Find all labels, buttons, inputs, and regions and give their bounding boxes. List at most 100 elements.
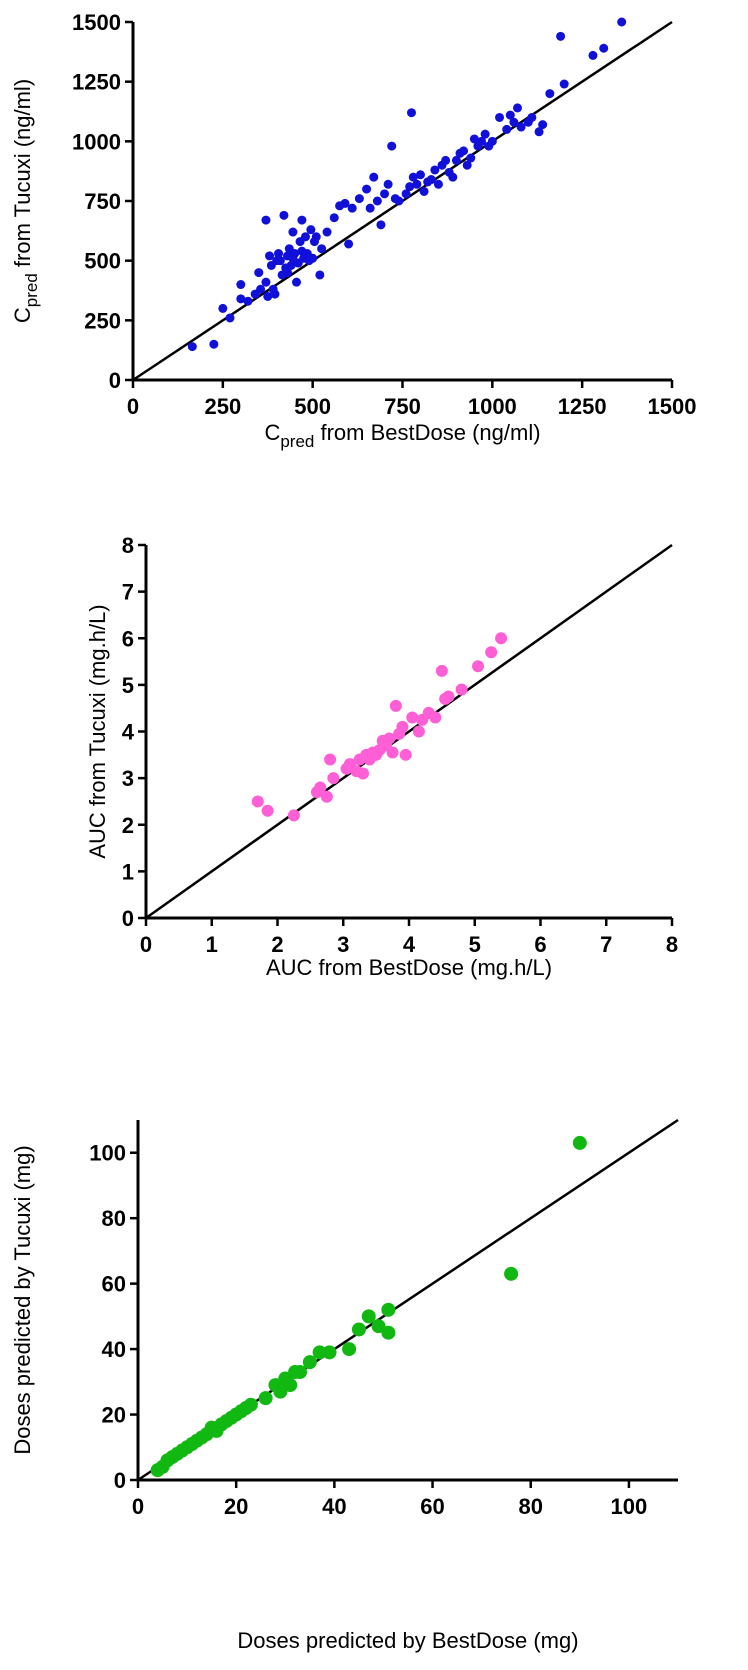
chart1-x-tick-label: 0 (127, 394, 139, 419)
chart1-point (261, 215, 271, 225)
chart2-point (389, 699, 402, 712)
chart1-point (426, 175, 436, 185)
chart2-y-tick-label: 5 (122, 673, 134, 698)
chart1-point (495, 112, 505, 122)
chart1-point (225, 313, 235, 323)
chart3-x-tick-label: 0 (132, 1494, 144, 1519)
chart3-x-axis-label: Doses predicted by BestDose (mg) (237, 1628, 578, 1653)
chart1-point (462, 160, 472, 170)
chart3-y-tick-label: 20 (102, 1403, 126, 1428)
chart2-x-axis-label: AUC from BestDose (mg.h/L) (266, 955, 552, 980)
chart1-point (311, 232, 321, 242)
chart1-point (236, 294, 246, 304)
chart3-point (293, 1365, 307, 1379)
chart1-point (617, 17, 627, 27)
chart2-point (455, 683, 468, 696)
chart1-point (469, 134, 479, 144)
chart2-point (429, 711, 442, 724)
chart2-point (327, 772, 340, 785)
chart1-point (509, 117, 519, 127)
chart1-x-axis-label: Cpred from BestDose (ng/ml) (264, 420, 540, 451)
chart3-x-tick-label: 100 (611, 1494, 648, 1519)
chart2-point (442, 690, 455, 703)
chart1-x-tick-label: 1000 (468, 394, 517, 419)
chart2-point (261, 804, 274, 817)
chart2-x-tick-label: 5 (469, 932, 481, 957)
chart3-x-tick-label: 20 (224, 1494, 248, 1519)
y-label-rest: from Tucuxi (ng/ml) (10, 79, 35, 273)
chart1-point (505, 110, 515, 120)
chart1-point (516, 122, 526, 132)
chart3-point (258, 1391, 273, 1406)
chart1-y-tick-label: 0 (109, 368, 121, 393)
chart1-point (254, 268, 264, 278)
chart1-point (459, 146, 469, 156)
x-label-subscript: pred (280, 432, 314, 451)
chart1-point (300, 232, 310, 242)
chart2-x-tick-label: 7 (600, 932, 612, 957)
chart3-point (302, 1355, 317, 1370)
chart2-point (406, 711, 419, 724)
chart1-point (274, 249, 284, 259)
chart1-x-tick-label: 750 (384, 394, 421, 419)
chart1-point (354, 194, 364, 204)
chart1-point (559, 79, 569, 89)
chart1-point (209, 339, 219, 349)
chart2-identity-line (145, 543, 673, 920)
chart3-point (361, 1309, 376, 1324)
chart1-y-axis-label: Cpred from Tucuxi (ng/ml) (10, 79, 41, 323)
chart3-point (381, 1302, 396, 1317)
chart1-point (441, 155, 451, 165)
chart2-point (324, 753, 337, 766)
chart1-x-tick-label: 250 (204, 394, 241, 419)
chart3-point (243, 1397, 258, 1412)
chart1-point (380, 189, 390, 199)
chart3-point (572, 1135, 587, 1150)
chart3-x-tick-label: 60 (420, 1494, 444, 1519)
chart1-point (502, 124, 512, 134)
chart1-point (415, 170, 425, 180)
chart2-point (386, 746, 399, 759)
chart1-point (275, 256, 285, 266)
y-label-main: C (10, 307, 35, 323)
chart1-point (270, 289, 280, 299)
chart1-point (451, 155, 461, 165)
chart1-point (419, 186, 429, 196)
chart1-point (534, 127, 544, 137)
chart2-x-tick-label: 4 (403, 932, 416, 957)
chart2-point (485, 646, 498, 659)
chart1-point (376, 220, 386, 230)
chart2-y-tick-label: 2 (122, 813, 134, 838)
chart1-point (322, 227, 332, 237)
x-label-main: C (264, 420, 280, 445)
chart1-point (308, 253, 318, 263)
chart1-y-tick-label: 1250 (72, 70, 121, 95)
chart2-x-tick-label: 1 (206, 932, 218, 957)
chart3-point (351, 1322, 366, 1337)
chart1-x-tick-label: 1500 (648, 394, 697, 419)
chart2-point (356, 767, 369, 780)
chart1-point (290, 249, 300, 259)
chart1-point (408, 172, 418, 182)
chart1-point (394, 196, 404, 206)
chart2-point (412, 725, 425, 738)
chart1-point (588, 50, 598, 60)
chart1-point (448, 172, 458, 182)
chart2-point (472, 660, 485, 673)
chart1-point (306, 225, 316, 235)
chart2-x-tick-label: 6 (534, 932, 546, 957)
chart1-y-tick-label: 1000 (72, 129, 121, 154)
chart2-point (320, 790, 333, 803)
chart1-point (288, 227, 298, 237)
chart1-point (347, 203, 357, 213)
chart3-point (322, 1345, 337, 1360)
chart3-point (342, 1342, 357, 1357)
chart1-point (383, 179, 393, 189)
chart1-y-tick-label: 750 (84, 189, 121, 214)
chart1-point (236, 280, 246, 290)
chart2-y-tick-label: 8 (122, 533, 134, 558)
chart2-y-tick-label: 4 (122, 720, 135, 745)
chart1-point (387, 141, 397, 151)
chart2-y-tick-label: 1 (122, 859, 134, 884)
chart1-point (401, 189, 411, 199)
